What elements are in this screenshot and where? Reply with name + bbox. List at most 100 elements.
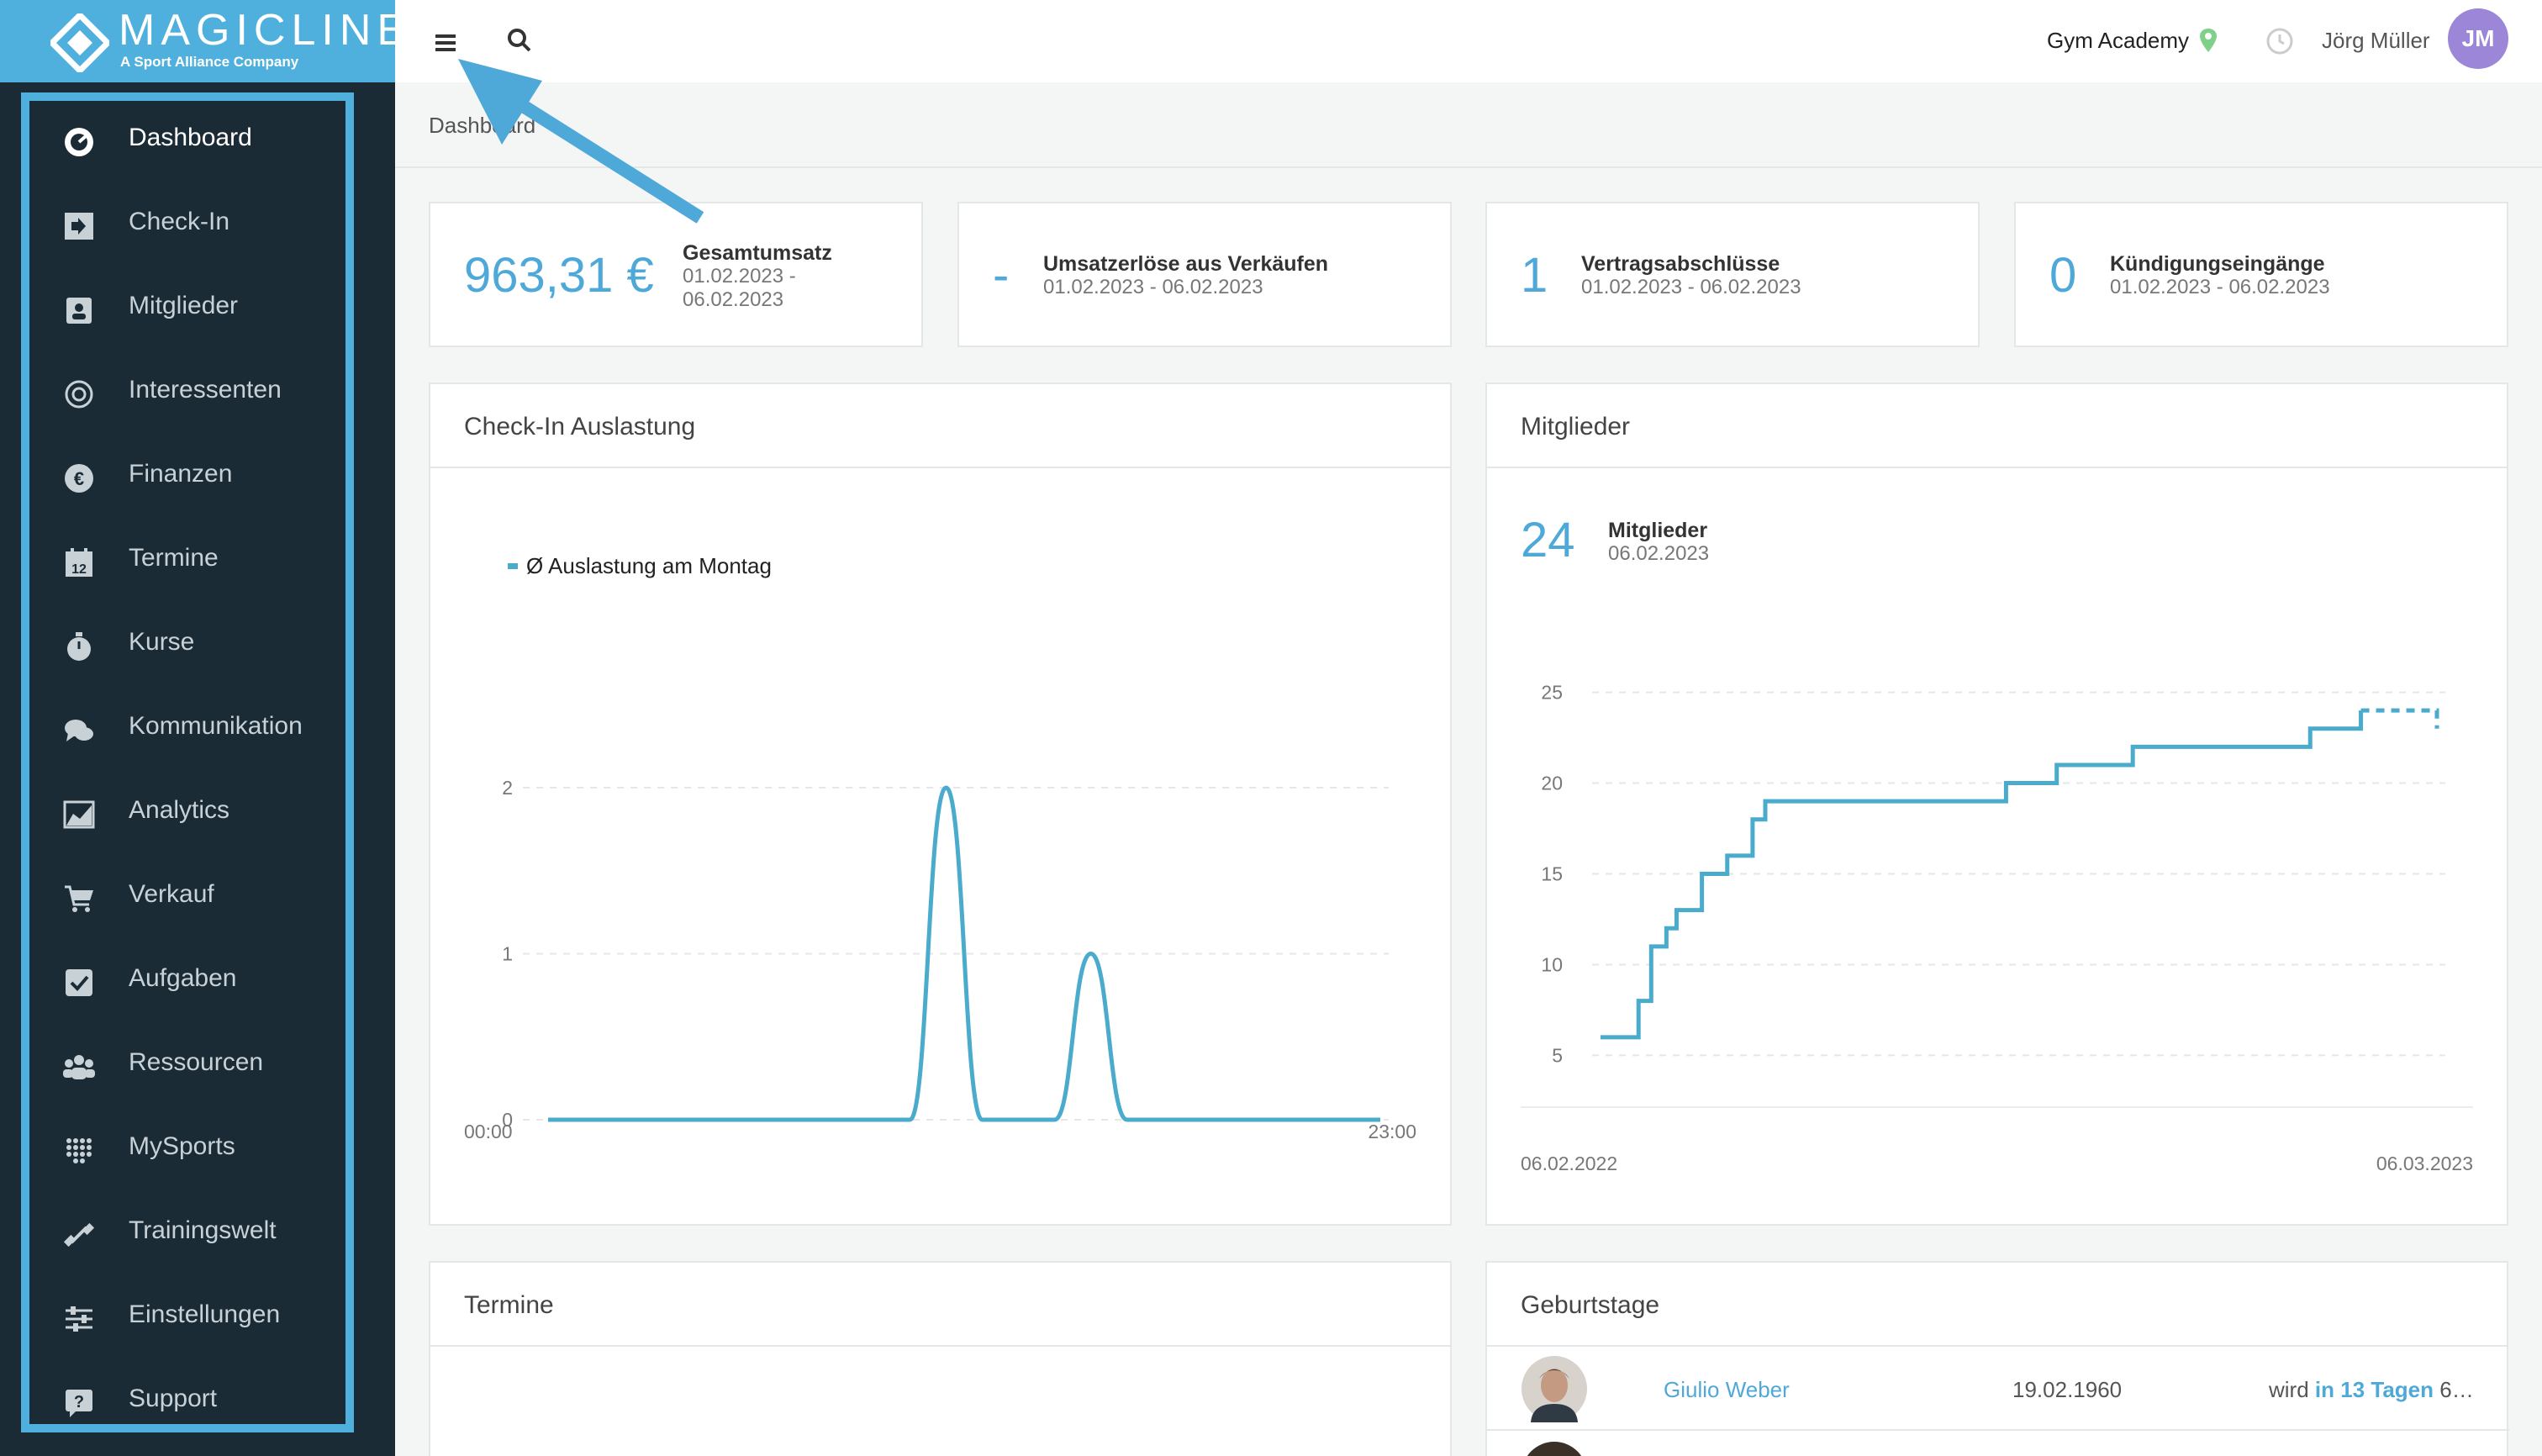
top-header: Gym Academy Jörg Müller JM bbox=[395, 0, 2542, 82]
y-tick-label: 25 bbox=[1541, 682, 1563, 704]
sidebar-item-label: Trainingswelt bbox=[129, 1216, 277, 1244]
kpi-date: 01.02.2023 - 06.02.2023 bbox=[1043, 276, 1263, 298]
checkin-panel: Check-In Auslastung 0 1 2 Ø Auslastung am M… bbox=[429, 382, 1452, 1226]
dumbbell-icon bbox=[63, 1222, 95, 1248]
panel-header: Mitglieder bbox=[1487, 384, 2507, 468]
prospects-icon bbox=[65, 380, 93, 409]
search-icon[interactable] bbox=[503, 24, 536, 57]
members-panel: Mitglieder 24 Mitglieder 06.02.2023 5 10 1… bbox=[1485, 382, 2508, 1226]
birthday-name[interactable]: Giulio Weber bbox=[1664, 1377, 1790, 1402]
y-tick-label: 1 bbox=[502, 943, 513, 965]
birthdays-panel: Geburtstage Giulio Weber 19.02.1960 wird… bbox=[1485, 1261, 2509, 1456]
members-chart: 5 10 15 20 25 06.02.2022 06.03.2023 bbox=[1521, 682, 2473, 1174]
sidebar-item-dashboard[interactable]: Dashboard bbox=[29, 100, 345, 184]
kpi-card-gesamtumsatz[interactable]: 963,31 € Gesamtumsatz 01.02.2023 - 06.02… bbox=[429, 202, 923, 347]
kpi-value: 963,31 € bbox=[464, 248, 654, 303]
series-line-forecast bbox=[2360, 708, 2439, 729]
kpi-date: 01.02.2023 - 06.02.2023 bbox=[1581, 276, 1801, 298]
sidebar-item-interessenten[interactable]: Interessenten bbox=[29, 352, 345, 436]
dots-grid-icon bbox=[66, 1138, 92, 1163]
sidebar-item-label: Verkauf bbox=[129, 880, 214, 908]
sidebar-item-verkauf[interactable]: Verkauf bbox=[29, 857, 345, 941]
kpi-value: - bbox=[993, 248, 1010, 303]
termine-panel: Termine bbox=[429, 1261, 1452, 1456]
kpi-card-kuendigungseingaenge[interactable]: 0 Kündigungseingänge 01.02.2023 - 06.02.… bbox=[2014, 202, 2508, 347]
kpi-card-vertragsabschluesse[interactable]: 1 Vertragsabschlüsse 01.02.2023 - 06.02.… bbox=[1485, 202, 1980, 347]
sidebar-item-trainingswelt[interactable]: Trainingswelt bbox=[29, 1193, 345, 1277]
magicline-logo-icon bbox=[50, 13, 109, 72]
sidebar-item-aufgaben[interactable]: Aufgaben bbox=[29, 941, 345, 1025]
sidebar-item-label: MySports bbox=[129, 1132, 235, 1160]
legend-marker bbox=[508, 563, 518, 569]
avatar[interactable]: JM bbox=[2448, 8, 2508, 69]
x-tick-label: 23:00 bbox=[1368, 1121, 1416, 1142]
sidebar-item-label: Finanzen bbox=[129, 460, 233, 488]
brand-name: MAGICLINE bbox=[119, 6, 413, 55]
breadcrumb-bar: Dashboard bbox=[395, 82, 2542, 168]
kpi-date: 01.02.2023 - 06.02.2023 bbox=[2110, 276, 2330, 298]
x-tick-label: 00:00 bbox=[464, 1121, 513, 1142]
cart-icon bbox=[65, 885, 93, 912]
task-check-icon bbox=[66, 969, 92, 996]
svg-text:12: 12 bbox=[71, 562, 87, 577]
series-line bbox=[548, 785, 1380, 1122]
kpi-title: Umsatzerlöse aus Verkäufen bbox=[1043, 252, 1329, 276]
sidebar-item-label: Interessenten bbox=[129, 376, 282, 404]
sidebar-item-ressourcen[interactable]: Ressourcen bbox=[29, 1025, 345, 1109]
y-tick-label: 10 bbox=[1541, 953, 1563, 975]
kpi-value: 0 bbox=[2049, 248, 2077, 303]
sidebar-item-label: Support bbox=[129, 1385, 218, 1412]
sidebar-item-termine[interactable]: 12 Termine bbox=[29, 520, 345, 604]
list-item[interactable] bbox=[1487, 1432, 2509, 1456]
location-pin-icon bbox=[2200, 29, 2217, 52]
panel-header: Geburtstage bbox=[1487, 1263, 2507, 1347]
dashboard-icon bbox=[65, 128, 93, 156]
help-icon: ? bbox=[66, 1390, 92, 1417]
hamburger-menu-icon[interactable] bbox=[429, 25, 462, 59]
svg-text:€: € bbox=[74, 468, 84, 489]
y-tick-label: 0 bbox=[502, 1109, 513, 1131]
gym-selector[interactable]: Gym Academy bbox=[2047, 28, 2190, 53]
sidebar-item-mitglieder[interactable]: Mitglieder bbox=[29, 268, 345, 352]
members-count: 24 bbox=[1521, 513, 1575, 567]
chat-icon bbox=[65, 720, 93, 741]
avatar bbox=[1527, 1442, 1582, 1456]
user-name[interactable]: Jörg Müller bbox=[2322, 28, 2430, 53]
sidebar-item-check-in[interactable]: Check-In bbox=[29, 184, 345, 268]
list-item[interactable]: Giulio Weber 19.02.1960 wird in 13 Tagen… bbox=[1487, 1347, 2509, 1431]
sidebar-item-label: Einstellungen bbox=[129, 1300, 281, 1328]
sidebar-item-einstellungen[interactable]: Einstellungen bbox=[29, 1277, 345, 1361]
stopwatch-icon bbox=[67, 632, 91, 661]
brand-tagline: A Sport Alliance Company bbox=[120, 54, 299, 70]
panel-header: Termine bbox=[430, 1263, 1450, 1347]
birthday-info: wird in 13 Tagen 6… bbox=[2269, 1377, 2474, 1403]
legend-label: Ø Auslastung am Montag bbox=[526, 553, 772, 578]
sidebar-item-kommunikation[interactable]: Kommunikation bbox=[29, 688, 345, 773]
sidebar-item-analytics[interactable]: Analytics bbox=[29, 773, 345, 857]
sidebar-item-label: Analytics bbox=[129, 796, 230, 824]
sidebar-item-support[interactable]: ? Support bbox=[29, 1361, 345, 1445]
x-tick-label: 06.02.2022 bbox=[1521, 1153, 1617, 1174]
birthday-date: 19.02.1960 bbox=[2012, 1377, 2123, 1402]
panel-title: Geburtstage bbox=[1521, 1291, 1660, 1319]
y-tick-label: 2 bbox=[502, 777, 513, 799]
svg-text:?: ? bbox=[74, 1393, 84, 1411]
clock-icon[interactable] bbox=[2265, 27, 2294, 55]
series-line bbox=[1601, 710, 2364, 1040]
panel-title: Check-In Auslastung bbox=[464, 413, 696, 440]
sidebar-item-mysports[interactable]: MySports bbox=[29, 1109, 345, 1193]
sidebar-item-kurse[interactable]: Kurse bbox=[29, 604, 345, 688]
sidebar-item-label: Check-In bbox=[129, 208, 230, 235]
sidebar-item-label: Termine bbox=[129, 544, 219, 572]
breadcrumb: Dashboard bbox=[429, 113, 536, 138]
sidebar-item-finanzen[interactable]: € Finanzen bbox=[29, 436, 345, 520]
birthday-suffix: 6… bbox=[2439, 1377, 2474, 1402]
members-count-label: Mitglieder bbox=[1608, 519, 1708, 542]
members-icon bbox=[66, 298, 92, 324]
logo[interactable]: MAGICLINE A Sport Alliance Company bbox=[0, 0, 406, 82]
kpi-card-umsatzerloese[interactable]: - Umsatzerlöse aus Verkäufen 01.02.2023 … bbox=[957, 202, 1452, 347]
panel-title: Mitglieder bbox=[1521, 413, 1631, 440]
y-tick-label: 15 bbox=[1541, 863, 1563, 885]
kpi-date: 01.02.2023 - 06.02.2023 bbox=[683, 265, 796, 311]
sidebar-item-label: Ressourcen bbox=[129, 1048, 264, 1076]
